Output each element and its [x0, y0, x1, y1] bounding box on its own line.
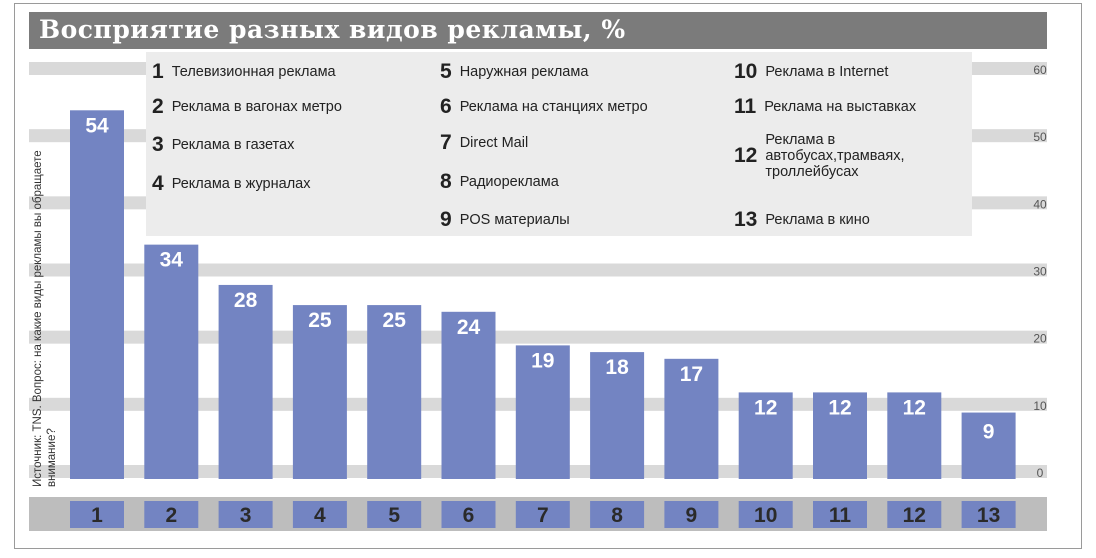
category-tile: [887, 501, 942, 528]
legend-item: 3 Реклама в газетах: [152, 133, 295, 156]
x-tick-label: 8: [611, 504, 623, 527]
y-tick-label: 50: [1033, 130, 1047, 144]
legend-item: 11 Реклама на выставках: [734, 95, 917, 118]
bar-value-label: 18: [605, 356, 629, 379]
bar-value-label: 25: [308, 309, 332, 332]
bar: [441, 311, 496, 479]
legend-item: 10 Реклама в Internet: [734, 60, 889, 83]
category-tile: [738, 501, 793, 528]
y-tick-label: 10: [1033, 399, 1047, 413]
x-tick-label: 13: [977, 504, 1000, 527]
gridline: [29, 330, 1047, 344]
x-tick-label: 5: [388, 504, 400, 527]
legend-item: 2 Реклама в вагонах метро: [152, 95, 342, 118]
legend-item: 12Реклама в автобусах,трамваях, троллейб…: [734, 132, 905, 180]
category-tile: [961, 501, 1016, 528]
bar: [218, 284, 273, 479]
source-note: Источник: TNS. Вопрос: на какие виды рек…: [32, 150, 58, 487]
bar: [664, 358, 719, 479]
bar: [292, 305, 347, 479]
bar-value-label: 34: [160, 249, 184, 272]
legend-item: 5 Наружная реклама: [440, 60, 589, 83]
bar-value-label: 12: [828, 396, 851, 419]
x-tick-label: 3: [240, 504, 252, 527]
bar: [590, 352, 645, 479]
x-tick-label: 1: [91, 504, 103, 527]
bar-value-label: 19: [531, 349, 554, 372]
x-tick-label: 9: [686, 504, 698, 527]
bar-value-label: 12: [903, 396, 926, 419]
bar: [515, 345, 570, 479]
bar-value-label: 24: [457, 316, 481, 339]
x-tick-label: 10: [754, 504, 777, 527]
title-bar: Восприятие разных видов рекламы, %: [29, 12, 1047, 49]
category-tile: [218, 501, 273, 528]
legend-item: 4 Реклама в журналах: [152, 172, 311, 195]
legend: 1 Телевизионная реклама 2 Реклама в вагона…: [146, 52, 972, 236]
category-tile: [367, 501, 422, 528]
y-tick-label: 20: [1033, 332, 1047, 346]
category-tile: [515, 501, 570, 528]
y-tick-label: 0: [1037, 466, 1044, 480]
bar-value-label: 28: [234, 289, 258, 312]
chart-title: Восприятие разных видов рекламы, %: [39, 15, 626, 44]
bar-value-label: 54: [85, 114, 109, 137]
bar: [738, 392, 793, 479]
x-tick-label: 6: [463, 504, 475, 527]
bar: [367, 305, 422, 479]
bar: [961, 412, 1016, 479]
y-tick-label: 30: [1033, 265, 1047, 279]
gridline: [29, 263, 1047, 277]
category-tile: [70, 501, 124, 528]
legend-item: 8 Радиореклама: [440, 170, 559, 193]
y-tick-label: 40: [1033, 197, 1047, 211]
bar: [887, 392, 942, 479]
category-tile: [813, 501, 867, 528]
legend-item: 1 Телевизионная реклама: [152, 60, 336, 83]
bar-value-label: 12: [754, 396, 777, 419]
legend-item: 6 Реклама на станциях метро: [440, 95, 648, 118]
legend-item: 13 Реклама в кино: [734, 208, 870, 231]
category-tile: [590, 501, 645, 528]
bar-value-label: 17: [680, 363, 703, 386]
category-tile: [441, 501, 496, 528]
bar-value-label: 25: [383, 309, 407, 332]
x-tick-label: 2: [165, 504, 177, 527]
bar-value-label: 9: [983, 421, 995, 444]
bar: [70, 110, 124, 480]
y-tick-label: 60: [1033, 63, 1047, 77]
category-tile: [292, 501, 347, 528]
legend-item: 7 Direct Mail: [440, 131, 529, 154]
category-tile: [144, 501, 199, 528]
x-tick-label: 11: [829, 504, 852, 527]
bar: [813, 392, 867, 479]
x-tick-label: 7: [537, 504, 549, 527]
legend-item: 9 POS материалы: [440, 208, 570, 231]
x-tick-label: 12: [903, 504, 926, 527]
category-tile: [664, 501, 719, 528]
x-tick-label: 4: [314, 504, 326, 527]
bar: [144, 244, 199, 479]
